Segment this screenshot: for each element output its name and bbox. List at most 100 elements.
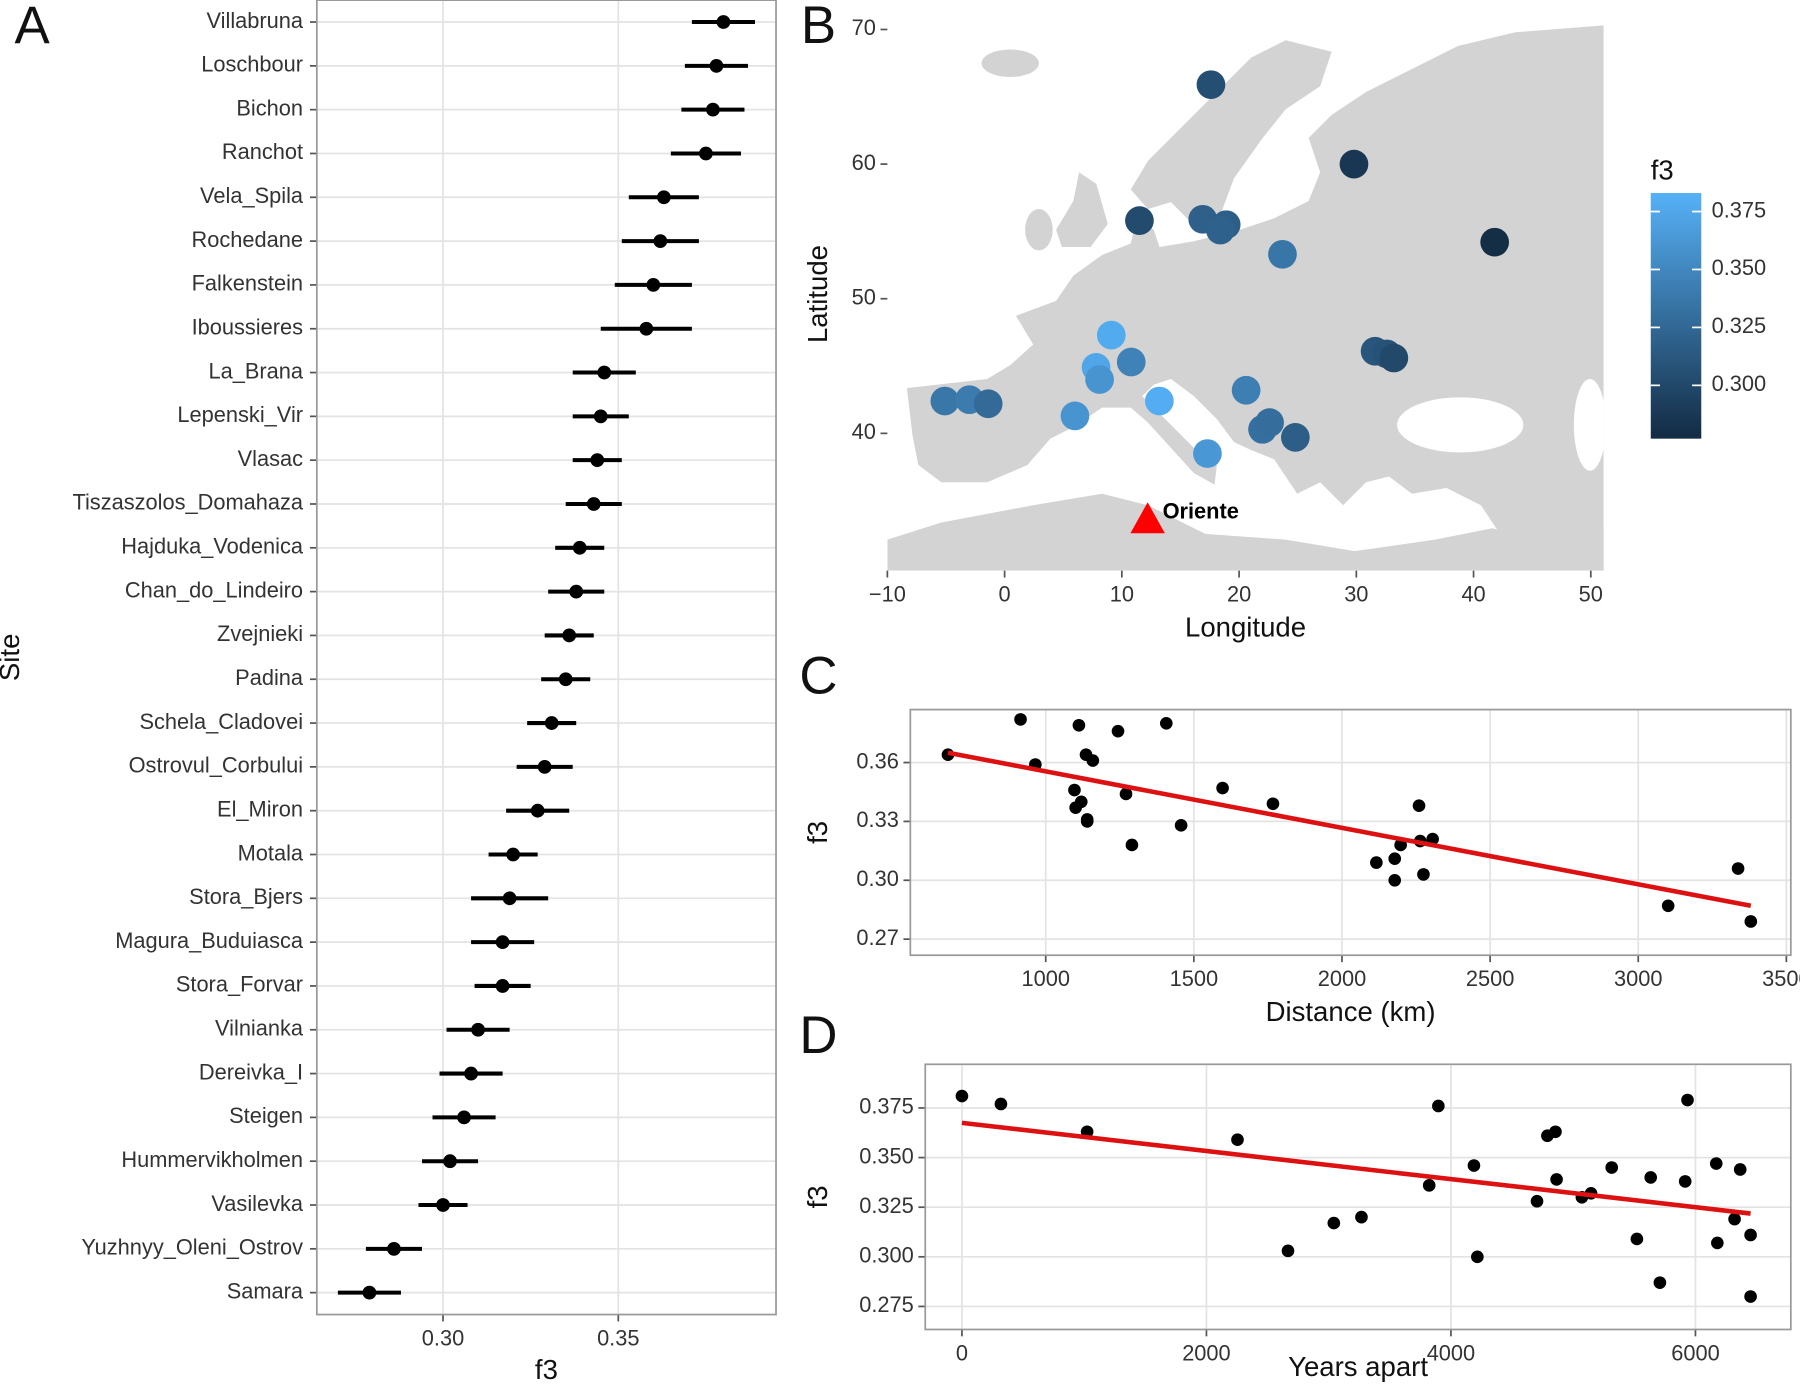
y-tick-label: Hajduka_Vodenica xyxy=(121,534,304,559)
point xyxy=(1327,1216,1341,1230)
point xyxy=(646,278,661,292)
point xyxy=(1744,915,1758,928)
point xyxy=(1711,1236,1724,1250)
map-point xyxy=(1231,375,1261,405)
caspian-sea xyxy=(1573,378,1604,471)
point xyxy=(1681,1093,1694,1107)
map-point xyxy=(1116,347,1146,377)
point xyxy=(562,628,577,643)
x-tick-label: 30 xyxy=(1344,582,1368,607)
x-tick-label: 2000 xyxy=(1182,1340,1231,1365)
x-tick-label: 20 xyxy=(1227,582,1251,607)
point xyxy=(1471,1250,1484,1264)
point xyxy=(955,1089,969,1103)
y-tick-label: Ranchot xyxy=(222,139,303,164)
annotation-marker xyxy=(1130,502,1165,534)
map-point xyxy=(1268,239,1297,269)
map-point xyxy=(1255,408,1284,437)
point xyxy=(1159,716,1173,730)
land-ireland xyxy=(1025,209,1053,251)
panel-background xyxy=(925,1064,1791,1330)
y-tick-label: 60 xyxy=(852,150,876,175)
x-tick-label: 0 xyxy=(956,1340,968,1365)
legend-title: f3 xyxy=(1651,155,1674,186)
point xyxy=(1733,1163,1747,1176)
land-scandinavia xyxy=(1130,40,1332,226)
point xyxy=(457,1110,471,1125)
point xyxy=(994,1097,1008,1111)
y-tick-label: Iboussieres xyxy=(192,315,304,340)
point xyxy=(495,935,510,950)
y-tick-label: Schela_Cladovei xyxy=(139,709,303,734)
x-tick-label: 50 xyxy=(1579,582,1603,607)
y-tick-label: Yuzhnyy_Oleni_Ostrov xyxy=(81,1235,303,1260)
point xyxy=(1653,1276,1667,1289)
point xyxy=(1644,1171,1658,1184)
point xyxy=(1072,718,1086,732)
map-point xyxy=(1060,401,1090,431)
point xyxy=(1467,1159,1481,1172)
x-tick-label: 1500 xyxy=(1170,966,1219,991)
y-tick-label: Hummervikholmen xyxy=(121,1147,303,1172)
point xyxy=(593,409,608,424)
point xyxy=(1266,797,1280,811)
panel-letter: D xyxy=(799,1006,837,1065)
point xyxy=(1231,1133,1244,1147)
point xyxy=(1661,899,1675,913)
point xyxy=(1744,1228,1757,1242)
colorbar-label: 0.300 xyxy=(1712,371,1767,396)
y-tick-label: Chan_do_Lindeiro xyxy=(125,577,303,602)
point xyxy=(1125,838,1139,852)
y-axis-title: Latitude xyxy=(802,245,833,343)
y-tick-label: Magura_Buduiasca xyxy=(115,928,304,953)
point xyxy=(502,891,517,906)
map-point xyxy=(1145,386,1174,416)
y-tick-label: Vasilevka xyxy=(211,1191,304,1216)
x-tick-label: 40 xyxy=(1461,582,1485,607)
panel-background xyxy=(316,0,777,1315)
y-tick-label: Stora_Bjers xyxy=(189,884,303,909)
point xyxy=(558,672,573,687)
y-tick-label: Motala xyxy=(238,840,304,865)
point xyxy=(1432,1099,1445,1113)
y-tick-label: 0.36 xyxy=(856,748,898,773)
map-point xyxy=(973,389,1003,419)
point xyxy=(699,146,713,161)
y-tick-label: 0.350 xyxy=(859,1143,914,1168)
point xyxy=(572,540,587,555)
point xyxy=(362,1285,377,1300)
point xyxy=(1549,1125,1562,1139)
y-tick-label: Vela_Spila xyxy=(200,183,304,208)
y-tick-label: 70 xyxy=(852,15,876,40)
map-point xyxy=(1096,320,1126,350)
point xyxy=(1550,1173,1563,1186)
y-tick-label: Bichon xyxy=(236,95,303,120)
map-point xyxy=(1205,215,1235,245)
point xyxy=(1605,1161,1619,1174)
x-tick-label: 3000 xyxy=(1614,966,1663,991)
y-tick-label: 0.325 xyxy=(859,1193,914,1218)
point xyxy=(586,497,601,511)
point xyxy=(1069,801,1082,814)
point xyxy=(464,1066,478,1081)
point xyxy=(506,847,521,862)
point xyxy=(436,1198,450,1212)
colorbar xyxy=(1650,192,1702,439)
point xyxy=(656,190,671,205)
point xyxy=(1422,1179,1436,1192)
y-tick-label: Rochedane xyxy=(192,227,303,252)
point xyxy=(709,58,724,73)
point xyxy=(1417,868,1430,881)
x-tick-label: 6000 xyxy=(1671,1340,1720,1365)
map-point xyxy=(1339,149,1369,179)
point xyxy=(530,803,545,818)
map-point xyxy=(1125,206,1154,235)
point xyxy=(1731,862,1745,875)
map-point xyxy=(1480,227,1510,257)
panel-border xyxy=(315,0,777,1316)
black-sea xyxy=(1397,397,1524,453)
y-tick-label: Zvejnieki xyxy=(217,621,303,646)
point xyxy=(544,716,559,730)
point xyxy=(443,1154,457,1169)
